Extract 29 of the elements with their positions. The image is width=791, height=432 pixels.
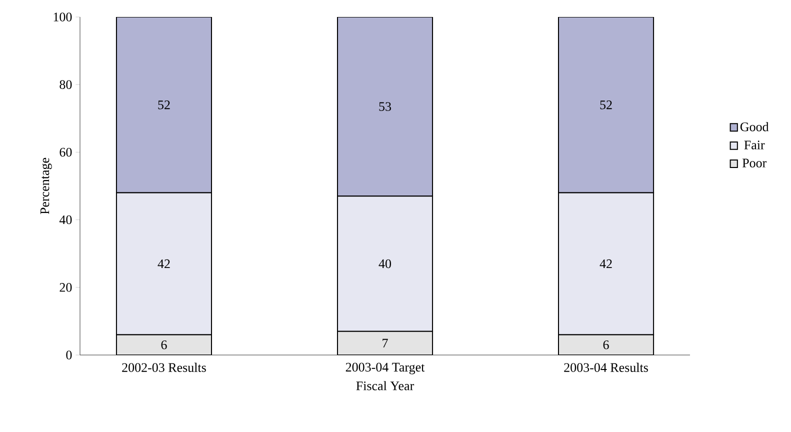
y-tick-label: 20 [60,283,72,292]
bar [116,334,212,356]
data-label: 42 [158,259,170,268]
x-axis-title: Fiscal Year [356,381,414,390]
y-tick-label: 0 [66,350,72,360]
data-label: 53 [379,102,391,111]
legend-label: Fair [744,140,765,150]
bar [116,17,212,194]
data-label: 7 [382,338,388,348]
data-label: 40 [378,259,392,268]
y-tick-label: 60 [60,148,72,157]
bar [336,17,434,197]
bar [558,334,654,356]
data-label: 6 [161,340,167,350]
data-label: 52 [158,100,170,110]
legend-label: Good [740,122,769,132]
data-label: 6 [603,340,609,350]
x-tick-label: 2002-03 Results [122,362,206,372]
y-axis-title: Percentage [40,158,52,214]
data-label: 42 [600,259,612,268]
legend-label: Poor [742,158,767,168]
y-tick-label: 40 [59,215,72,224]
x-tick-label: 2003-04 Target [346,362,425,374]
x-tick-label: 2003-04 Results [564,362,648,372]
data-label: 52 [600,100,612,110]
y-tick-label: 100 [54,12,72,22]
bar [336,330,434,356]
y-tick-label: 80 [60,80,72,89]
bar [558,17,654,194]
